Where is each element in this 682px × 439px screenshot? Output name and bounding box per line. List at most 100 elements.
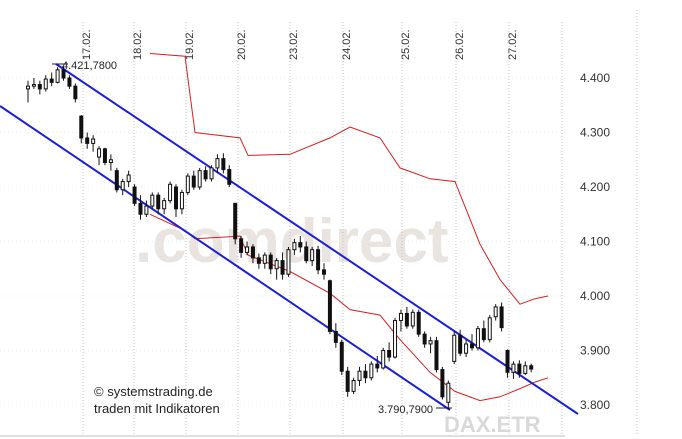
candle-body-down — [316, 249, 321, 271]
candle-body-up — [144, 205, 149, 215]
x-tick-label: 27.02. — [507, 29, 519, 60]
candle-body-down — [256, 257, 261, 264]
x-tick-label: 26.02. — [454, 29, 466, 60]
candle-body-up — [511, 363, 516, 373]
candle-body-down — [67, 77, 72, 87]
candle-body-down — [387, 350, 392, 358]
candle-body-down — [505, 350, 510, 373]
bollinger-upper-band — [149, 53, 549, 305]
y-tick-label: 4.000 — [580, 289, 610, 303]
candle-body-up — [262, 254, 267, 264]
candle-body-up — [91, 138, 96, 144]
candle-body-up — [215, 158, 220, 169]
candle-body-down — [529, 365, 534, 370]
candle-body-down — [221, 158, 226, 171]
candle-body-down — [250, 246, 255, 259]
candle-body-up — [126, 174, 131, 183]
candle-body-down — [174, 186, 178, 210]
high-annotation: 4.421,7800 — [62, 60, 117, 72]
candle-body-down — [138, 202, 143, 215]
candle-body-up — [310, 249, 315, 262]
candle-body-down — [434, 340, 439, 371]
candle-body-up — [168, 183, 173, 202]
candle-body-up — [428, 340, 433, 345]
y-tick-label: 3.900 — [580, 344, 610, 358]
candle-body-down — [49, 78, 54, 83]
candle-body-down — [327, 280, 332, 332]
candle-body-up — [43, 78, 48, 90]
candle-body-down — [227, 169, 232, 185]
candle-body-down — [280, 260, 285, 275]
candle-body-up — [475, 328, 480, 349]
candle-body-up — [410, 311, 415, 327]
candle-body-up — [120, 181, 125, 191]
candle-body-down — [233, 202, 238, 240]
candle-body-down — [333, 330, 338, 343]
candle-body-down — [73, 85, 78, 100]
candle-body-down — [79, 115, 84, 139]
candle-body-down — [102, 148, 107, 163]
candle-body-up — [31, 84, 36, 87]
y-tick-label: 3.800 — [580, 398, 610, 412]
y-tick-label: 4.400 — [580, 71, 610, 85]
candle-body-up — [97, 148, 102, 158]
candle-body-down — [298, 242, 303, 248]
candle-body-up — [179, 191, 184, 210]
candle-body-down — [470, 343, 474, 349]
candle-body-up — [245, 246, 250, 253]
candle-body-down — [85, 137, 90, 144]
y-tick-label: 4.200 — [580, 180, 610, 194]
credit-line-1: © systemstrading.de — [94, 384, 213, 399]
candle-body-up — [162, 200, 167, 210]
candle-body-down — [268, 254, 273, 270]
low-annotation: 3.790,7900 — [378, 404, 433, 416]
candle-body-down — [416, 311, 421, 335]
candle-body-up — [55, 69, 60, 83]
candle-body-up — [209, 167, 214, 180]
candle-body-down — [322, 269, 326, 275]
candle-body-down — [61, 69, 66, 79]
candle-body-down — [363, 370, 368, 379]
candle-body-up — [381, 350, 386, 369]
candle-body-up — [26, 85, 30, 90]
candle-body-up — [369, 363, 374, 379]
candle-body-up — [185, 175, 190, 193]
bollinger-lower-band — [149, 213, 549, 402]
x-tick-label: 23.02. — [288, 29, 300, 60]
x-tick-label: 19.02. — [184, 29, 196, 60]
candle-body-down — [345, 370, 350, 392]
y-tick-label: 4.300 — [580, 126, 610, 140]
candle-body-up — [292, 242, 297, 251]
candle-body-up — [398, 312, 403, 322]
candle-body-down — [156, 194, 161, 210]
y-tick-label: 4.100 — [580, 235, 610, 249]
candle-body-up — [351, 379, 356, 392]
candle-body-down — [114, 170, 119, 191]
candle-body-up — [286, 249, 291, 275]
candle-body-up — [487, 317, 492, 341]
candle-body-down — [458, 334, 463, 354]
instrument-label: DAX.ETR — [444, 412, 541, 437]
candle-body-down — [404, 312, 409, 327]
x-tick-label: 20.02. — [236, 29, 248, 60]
candle-body-down — [191, 175, 196, 188]
candle-body-down — [422, 333, 427, 345]
candle-body-down — [517, 363, 522, 374]
candle-body-down — [499, 306, 504, 329]
x-tick-label: 17.02. — [81, 29, 93, 60]
candle-body-down — [481, 328, 486, 341]
candle-body-down — [239, 238, 244, 253]
candle-body-up — [493, 306, 498, 318]
candle-body-up — [108, 159, 113, 163]
x-tick-label: 24.02. — [341, 29, 353, 60]
candle-body-down — [304, 246, 309, 262]
trend-line-upper — [55, 63, 579, 415]
candle-body-up — [464, 343, 469, 354]
candle-body-up — [446, 382, 451, 403]
candle-body-down — [440, 369, 445, 398]
candle-body-down — [203, 170, 208, 180]
candle-body-down — [375, 363, 380, 369]
x-tick-label: 25.02. — [400, 29, 412, 60]
